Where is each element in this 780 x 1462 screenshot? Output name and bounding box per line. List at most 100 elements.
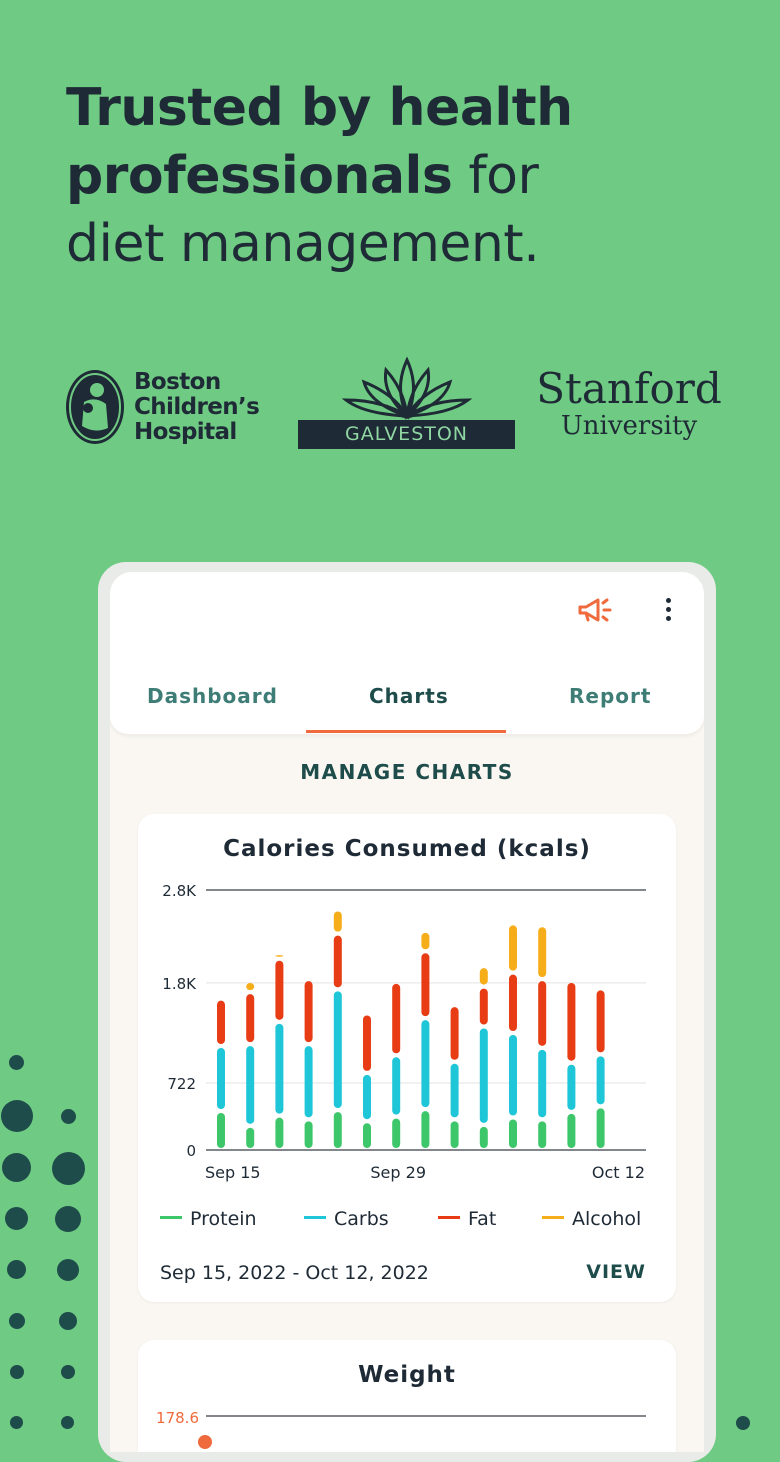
bar-segment-carbs xyxy=(450,1063,459,1118)
x-tick-label: Sep 29 xyxy=(370,1163,426,1182)
bar-segment-carbs xyxy=(596,1056,605,1105)
x-tick-label: Sep 15 xyxy=(205,1163,261,1182)
y-tick-label: 1.8K xyxy=(162,975,197,993)
bar-segment-protein xyxy=(567,1113,576,1148)
y-tick-label: 2.8K xyxy=(162,882,197,900)
headline-line-3: diet management. xyxy=(66,214,540,274)
bar-segment-carbs xyxy=(363,1074,371,1120)
boston-childrens-logo: Boston Children’s Hospital xyxy=(64,368,274,452)
galveston-logo: GALVESTON xyxy=(298,354,515,450)
bar-segment-carbs xyxy=(421,1020,430,1108)
decor-dot xyxy=(61,1109,76,1124)
bar-segment-fat xyxy=(333,935,342,988)
view-button[interactable]: VIEW xyxy=(586,1261,646,1283)
calories-chart-card[interactable]: Calories Consumed (kcals) 2.8K 1.8K 722 0 Se… xyxy=(138,814,676,1302)
bar-segment-alcohol xyxy=(333,911,342,932)
bar-segment-fat xyxy=(479,988,488,1025)
bar-segment-alcohol xyxy=(421,932,430,950)
app-bar: Dashboard Charts Report xyxy=(110,572,704,734)
legend-swatch xyxy=(542,1216,564,1219)
headline-rest-2: for xyxy=(452,146,539,206)
bar-segment-fat xyxy=(567,983,576,1061)
bar-segment-protein xyxy=(538,1121,547,1148)
legend-label: Protein xyxy=(190,1208,257,1230)
decor-dot xyxy=(61,1365,75,1379)
bar-segment-fat xyxy=(509,974,517,1031)
legend-label: Alcohol xyxy=(572,1208,642,1230)
bch-line-1: Boston xyxy=(134,369,221,395)
bar-segment-carbs xyxy=(392,1057,401,1115)
weight-point xyxy=(198,1435,212,1449)
legend-swatch xyxy=(438,1216,460,1219)
bar-segment-protein xyxy=(304,1121,313,1148)
manage-charts-button[interactable]: MANAGE CHARTS xyxy=(300,760,514,784)
bar-segment-alcohol xyxy=(246,983,255,991)
bar-segment-fat xyxy=(246,994,255,1043)
legend-swatch xyxy=(160,1216,182,1219)
decor-dot xyxy=(2,1153,31,1182)
bar-segment-fat xyxy=(421,953,430,1017)
partner-logos: Boston Children’s Hospital GALVESTON Sta… xyxy=(0,350,780,460)
bar-segment-fat xyxy=(392,983,401,1054)
decor-dot xyxy=(9,1055,24,1070)
stanford-line-1: Stanford xyxy=(536,364,722,413)
app-screen: Dashboard Charts Report MANAGE CHARTS Ca… xyxy=(110,572,704,1452)
chart-date-range: Sep 15, 2022 - Oct 12, 2022 xyxy=(160,1262,429,1284)
bar-segment-fat xyxy=(596,990,605,1053)
stanford-logo: Stanford University xyxy=(534,364,724,441)
decor-dot xyxy=(57,1259,79,1281)
headline-bold-2: professionals xyxy=(66,146,453,206)
bar-segment-protein xyxy=(392,1118,401,1148)
headline: Trusted by health professionals for diet… xyxy=(66,74,746,278)
calories-chart-title: Calories Consumed (kcals) xyxy=(223,836,591,862)
decor-dot xyxy=(1,1100,33,1132)
tab-charts[interactable]: Charts xyxy=(369,684,449,708)
bar-segment-protein xyxy=(596,1108,605,1148)
bar-segment-carbs xyxy=(246,1046,255,1124)
decor-dot xyxy=(10,1416,23,1429)
legend-alcohol: Alcohol xyxy=(542,1208,641,1230)
weight-y-tick: 178.6 xyxy=(156,1409,199,1427)
decorative-dots xyxy=(0,1040,100,1440)
bar-segment-protein xyxy=(217,1113,225,1148)
bar-segment-carbs xyxy=(479,1028,488,1123)
bar-segment-protein xyxy=(363,1123,371,1148)
bar-segment-protein xyxy=(275,1117,284,1148)
bar-segment-protein xyxy=(479,1126,488,1148)
legend-carbs: Carbs xyxy=(304,1208,389,1230)
decor-dot xyxy=(7,1260,26,1279)
bch-seal-icon xyxy=(66,370,124,444)
bar-segment-carbs xyxy=(509,1035,517,1116)
decor-dot xyxy=(52,1152,85,1185)
lotus-icon xyxy=(342,356,472,420)
chart-legend: Protein Carbs Fat Alcohol xyxy=(160,1208,660,1238)
legend-label: Fat xyxy=(468,1208,497,1230)
decor-dot xyxy=(9,1313,25,1329)
bar-segment-protein xyxy=(246,1127,255,1148)
tab-report[interactable]: Report xyxy=(569,684,652,708)
bar-segment-fat xyxy=(363,1015,371,1071)
bar-segment-protein xyxy=(421,1111,430,1148)
bar-segment-carbs xyxy=(538,1049,547,1118)
weight-chart-card[interactable]: Weight 178.6 xyxy=(138,1340,676,1452)
megaphone-icon[interactable] xyxy=(576,596,616,626)
y-tick-label: 722 xyxy=(167,1075,196,1093)
weight-chart: 178.6 xyxy=(156,1409,646,1449)
more-vert-icon[interactable] xyxy=(662,598,674,626)
legend-label: Carbs xyxy=(334,1208,389,1230)
tab-dashboard[interactable]: Dashboard xyxy=(147,684,278,708)
bar-segment-fat xyxy=(538,981,547,1046)
bar-segment-alcohol xyxy=(275,955,284,957)
legend-protein: Protein xyxy=(160,1208,257,1230)
decor-dot xyxy=(5,1207,28,1230)
calories-chart: 2.8K 1.8K 722 0 Sep 15 Sep 29 Oct 12 xyxy=(162,882,646,1182)
bar-segment-fat xyxy=(450,1007,459,1060)
headline-bold-1: Trusted by health xyxy=(66,78,573,138)
bar-segment-carbs xyxy=(567,1064,576,1110)
decor-dot xyxy=(59,1312,77,1330)
bch-wordmark: Boston Children’s Hospital xyxy=(134,369,260,445)
bar-segment-protein xyxy=(333,1112,342,1148)
x-tick-label: Oct 12 xyxy=(592,1163,645,1182)
weight-chart-title: Weight xyxy=(358,1362,456,1388)
stanford-line-2: University xyxy=(560,411,698,441)
